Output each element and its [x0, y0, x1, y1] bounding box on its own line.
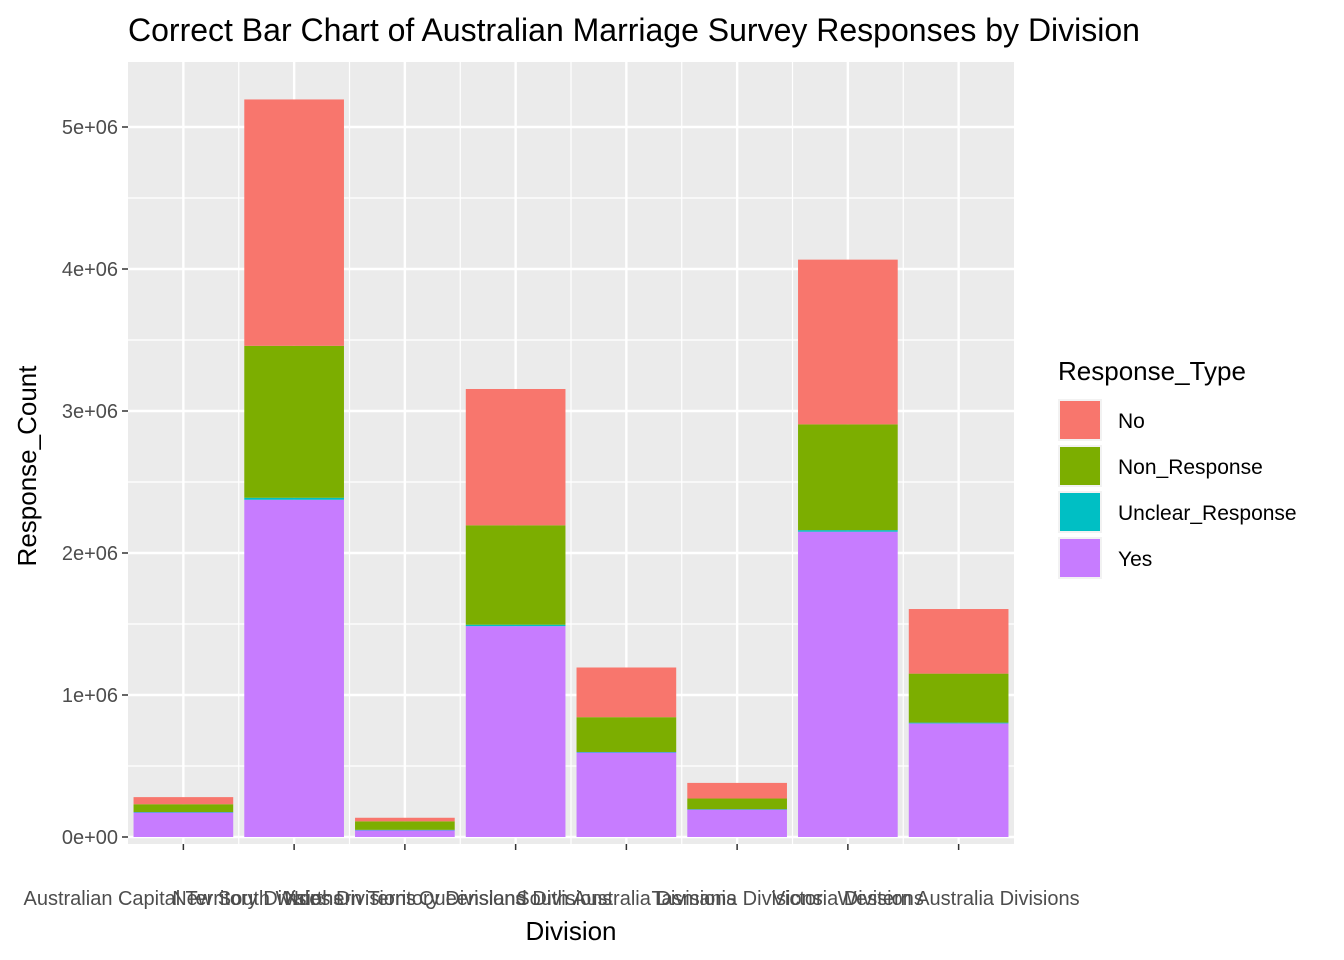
x-tick-label: Queensland Divisions: [419, 888, 612, 910]
bar-non-response: [355, 821, 455, 830]
bar-unclear-response: [908, 722, 1009, 724]
bar-yes: [133, 812, 234, 837]
legend-swatch: [1060, 447, 1100, 485]
x-axis: Australian Capital Territory DivisionsNe…: [24, 844, 1080, 910]
bar-unclear-response: [687, 809, 787, 810]
x-tick-label: Victoria Divisions: [772, 888, 924, 910]
bar-no: [244, 99, 344, 346]
x-tick-label: Northern Territory Divisions: [284, 888, 525, 910]
bar-non-response: [244, 345, 344, 498]
bar-non-response: [465, 525, 566, 625]
y-tick-label: 3e+06: [62, 401, 118, 423]
bar-no: [908, 609, 1009, 674]
y-tick-label: 4e+06: [62, 259, 118, 281]
bar-unclear-response: [576, 751, 677, 753]
legend-label: Non_Response: [1118, 456, 1263, 479]
legend-title: Response_Type: [1058, 356, 1246, 386]
bar-no: [133, 797, 234, 805]
legend-swatch: [1060, 539, 1100, 577]
y-axis-title: Response_Count: [12, 365, 42, 567]
bar-non-response: [687, 798, 787, 810]
bar-no: [798, 259, 898, 425]
legend-swatch: [1060, 493, 1100, 531]
bar-yes: [576, 752, 677, 837]
legend-label: Yes: [1118, 548, 1152, 571]
bar-unclear-response: [355, 829, 455, 831]
x-tick-label: Australian Capital Territory Divisions: [24, 888, 344, 910]
y-tick-label: 1e+06: [62, 685, 118, 707]
bar-yes: [798, 531, 898, 837]
x-tick-label: Western Australia Divisions: [838, 888, 1080, 910]
chart-title: Correct Bar Chart of Australian Marriage…: [128, 12, 1140, 48]
x-tick-label: Tasmania Divisions: [652, 888, 823, 910]
bar-yes: [244, 499, 344, 837]
bars: [133, 99, 1009, 837]
x-tick-label: New South Wales Divisions: [172, 888, 416, 910]
bar-yes: [355, 829, 455, 837]
x-tick-label: South Australia Divisions: [516, 888, 736, 910]
y-axis: 0e+00 1e+06 2e+06 3e+06 4e+06 5e+06: [62, 117, 128, 849]
bar-unclear-response: [244, 497, 344, 500]
bar-no: [576, 667, 677, 718]
y-tick-label: 0e+00: [62, 827, 118, 849]
bar-non-response: [798, 424, 898, 531]
legend-swatch: [1060, 401, 1100, 439]
bar-no: [465, 388, 566, 526]
legend-label: Unclear_Response: [1118, 502, 1297, 525]
bar-no: [687, 782, 787, 799]
legend: Response_Type No Non_Response Unclear_Resp…: [1058, 356, 1297, 579]
bar-no: [355, 817, 455, 822]
bar-non-response: [133, 804, 234, 813]
y-tick-label: 2e+06: [62, 543, 118, 565]
legend-label: No: [1118, 410, 1145, 433]
bar-unclear-response: [798, 530, 898, 532]
bar-non-response: [576, 717, 677, 752]
y-tick-label: 5e+06: [62, 117, 118, 139]
bar-yes: [687, 809, 787, 837]
bar-non-response: [908, 673, 1009, 723]
bar-yes: [908, 723, 1009, 837]
bar-yes: [465, 626, 566, 837]
bar-unclear-response: [465, 624, 566, 627]
x-axis-title: Division: [525, 916, 616, 946]
bar-unclear-response: [133, 812, 234, 813]
